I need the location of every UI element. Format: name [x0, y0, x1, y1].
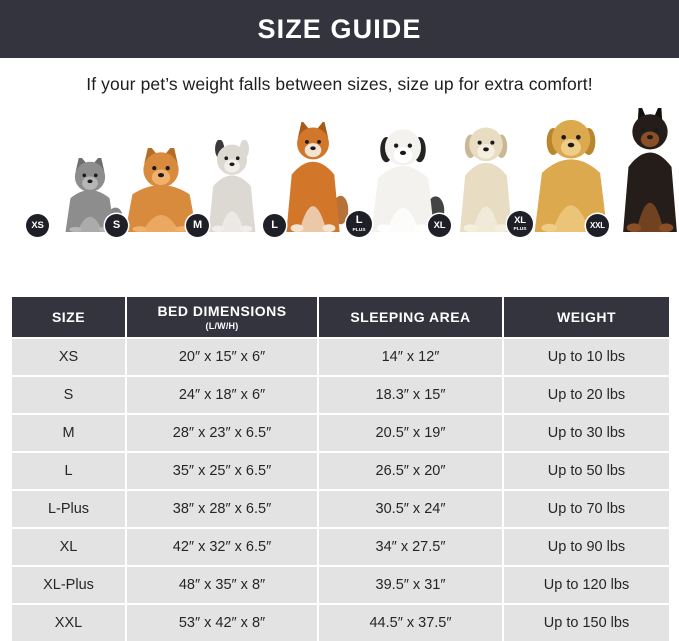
doberman-illustration — [608, 100, 679, 237]
size-badge-label: L — [355, 214, 363, 226]
cell-weight: Up to 10 lbs — [504, 339, 669, 375]
cell-size: XL-Plus — [12, 567, 125, 603]
column-header-weight: WEIGHT — [504, 297, 669, 337]
size-badge-l-plus: L PLUS — [346, 211, 372, 237]
table-row: S 24″ x 18″ x 6″ 18.3″ x 15″ Up to 20 lbs — [12, 377, 669, 413]
cell-size: M — [12, 415, 125, 451]
table-row: XL-Plus 48″ x 35″ x 8″ 39.5″ x 31″ Up to 12… — [12, 567, 669, 603]
cell-bed-dimensions: 42″ x 32″ x 6.5″ — [127, 529, 317, 565]
cell-size: XL — [12, 529, 125, 565]
size-badge-label: XL — [514, 214, 526, 226]
title-banner: SIZE GUIDE — [0, 0, 679, 58]
size-badge-xl: XL — [428, 214, 451, 237]
cell-weight: Up to 150 lbs — [504, 605, 669, 641]
cell-weight: Up to 90 lbs — [504, 529, 669, 565]
cell-bed-dimensions: 53″ x 42″ x 8″ — [127, 605, 317, 641]
column-header-bed-dimensions-sublabel: (L/W/H) — [205, 321, 239, 331]
size-badge-xs: XS — [26, 214, 49, 237]
size-badge-label: L — [271, 219, 278, 231]
size-badge-l: L — [263, 214, 286, 237]
cell-weight: Up to 70 lbs — [504, 491, 669, 527]
column-header-bed-dimensions-label: BED DIMENSIONS — [157, 303, 287, 319]
animal-entry-golden-retriever: XL PLUS — [507, 119, 617, 243]
size-badge-xl-plus: XL PLUS — [507, 211, 533, 237]
cell-bed-dimensions: 38″ x 28″ x 6.5″ — [127, 491, 317, 527]
size-badge-xxl: XXL — [586, 214, 609, 237]
column-header-sleeping-area-label: SLEEPING AREA — [350, 309, 471, 325]
size-badge-label: XS — [31, 219, 44, 231]
animal-entry-french-bulldog: M — [186, 139, 268, 243]
column-header-weight-label: WEIGHT — [557, 309, 616, 325]
cell-sleeping-area: 20.5″ x 19″ — [319, 415, 502, 451]
gray-cat-illustration — [54, 154, 126, 237]
cell-bed-dimensions: 48″ x 35″ x 8″ — [127, 567, 317, 603]
cell-sleeping-area: 26.5″ x 20″ — [319, 453, 502, 489]
cell-size: L — [12, 453, 125, 489]
table-row: XS 20″ x 15″ x 6″ 14″ x 12″ Up to 10 lbs — [12, 339, 669, 375]
animal-entry-doberman: XXL — [586, 100, 679, 243]
labrador-illustration — [446, 122, 526, 237]
cell-size: L-Plus — [12, 491, 125, 527]
subtitle-container: If your pet’s weight falls between sizes… — [0, 58, 679, 110]
cell-size: XS — [12, 339, 125, 375]
cell-size: XXL — [12, 605, 125, 641]
table-row: XL 42″ x 32″ x 6.5″ 34″ x 27.5″ Up to 90 lb… — [12, 529, 669, 565]
column-header-bed-dimensions: BED DIMENSIONS (L/W/H) — [127, 297, 317, 337]
column-header-size-label: SIZE — [51, 309, 86, 325]
size-badge-label: M — [193, 219, 202, 231]
column-header-size: SIZE — [12, 297, 125, 337]
cell-sleeping-area: 34″ x 27.5″ — [319, 529, 502, 565]
animal-entry-border-collie: L PLUS — [346, 129, 446, 243]
shiba-inu-illustration — [275, 120, 351, 237]
animal-entry-shiba-inu: L — [263, 120, 351, 243]
cell-size: S — [12, 377, 125, 413]
golden-retriever-illustration — [525, 114, 617, 237]
subtitle-text: If your pet’s weight falls between sizes… — [86, 73, 593, 94]
size-badge-label: S — [112, 219, 121, 231]
french-bulldog-illustration — [196, 139, 268, 237]
table-row: XXL 53″ x 42″ x 8″ 44.5″ x 37.5″ Up to 150 … — [12, 605, 669, 641]
table-row: M 28″ x 23″ x 6.5″ 20.5″ x 19″ Up to 30 lbs — [12, 415, 669, 451]
cell-sleeping-area: 14″ x 12″ — [319, 339, 502, 375]
page-title: SIZE GUIDE — [257, 13, 422, 44]
cell-bed-dimensions: 20″ x 15″ x 6″ — [127, 339, 317, 375]
animal-size-lineup: XS S M — [8, 100, 677, 243]
cell-weight: Up to 50 lbs — [504, 453, 669, 489]
table-body: XS 20″ x 15″ x 6″ 14″ x 12″ Up to 10 lbs S 24… — [12, 339, 669, 641]
size-badge-m: M — [186, 214, 209, 237]
cell-weight: Up to 20 lbs — [504, 377, 669, 413]
size-table: SIZE BED DIMENSIONS (L/W/H) SLEEPING ARE… — [12, 297, 669, 641]
size-badge-label: XXL — [590, 220, 605, 230]
column-header-sleeping-area: SLEEPING AREA — [319, 297, 502, 337]
animal-entry-labrador: XL — [428, 127, 526, 243]
table-header-row: SIZE BED DIMENSIONS (L/W/H) SLEEPING ARE… — [12, 297, 669, 337]
cell-sleeping-area: 44.5″ x 37.5″ — [319, 605, 502, 641]
size-badge-label: XL — [433, 219, 446, 231]
pomeranian-illustration — [119, 144, 203, 237]
size-badge-s: S — [105, 214, 128, 237]
cell-sleeping-area: 30.5″ x 24″ — [319, 491, 502, 527]
cell-sleeping-area: 39.5″ x 31″ — [319, 567, 502, 603]
table-row: L 35″ x 25″ x 6.5″ 26.5″ x 20″ Up to 50 lbs — [12, 453, 669, 489]
table-row: L-Plus 38″ x 28″ x 6.5″ 30.5″ x 24″ Up to 7… — [12, 491, 669, 527]
size-badge-sublabel: PLUS — [513, 226, 527, 232]
cell-sleeping-area: 18.3″ x 15″ — [319, 377, 502, 413]
cell-weight: Up to 30 lbs — [504, 415, 669, 451]
size-badge-sublabel: PLUS — [352, 227, 366, 233]
cell-bed-dimensions: 24″ x 18″ x 6″ — [127, 377, 317, 413]
cell-weight: Up to 120 lbs — [504, 567, 669, 603]
cell-bed-dimensions: 35″ x 25″ x 6.5″ — [127, 453, 317, 489]
cell-bed-dimensions: 28″ x 23″ x 6.5″ — [127, 415, 317, 451]
animal-entry-gray-cat: XS — [26, 154, 126, 243]
animal-entry-pomeranian: S — [105, 144, 203, 243]
